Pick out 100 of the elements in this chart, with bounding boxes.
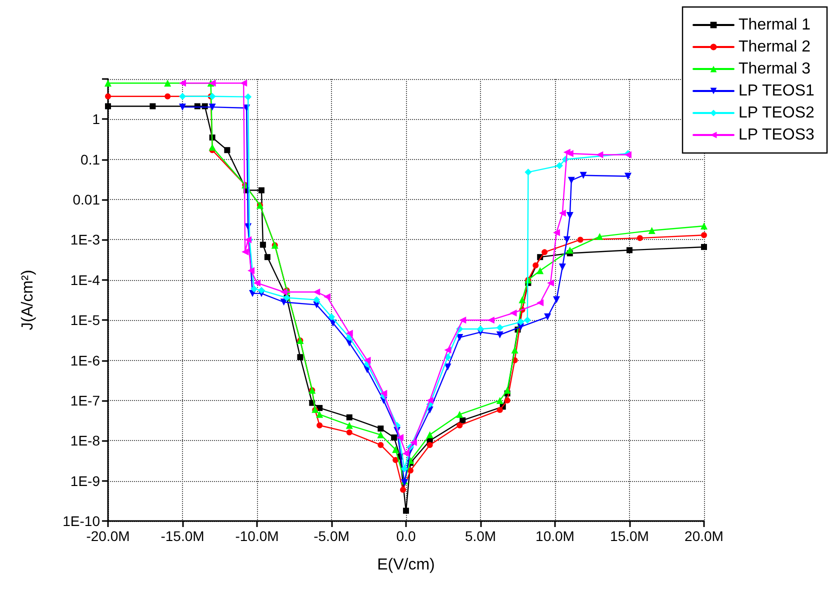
x-tick-label: -5.0M bbox=[314, 528, 350, 544]
y-tick-label: 0.1 bbox=[80, 151, 100, 168]
point bbox=[316, 410, 324, 418]
point bbox=[240, 80, 248, 87]
y-tick-label: 1E-4 bbox=[70, 272, 100, 288]
point bbox=[459, 316, 466, 324]
point bbox=[426, 431, 434, 438]
point bbox=[179, 104, 186, 111]
point bbox=[426, 442, 433, 448]
y-tick-label: 1 bbox=[92, 111, 100, 128]
point bbox=[377, 431, 384, 438]
point bbox=[402, 450, 410, 457]
point bbox=[701, 244, 707, 250]
point bbox=[242, 248, 249, 256]
point bbox=[496, 324, 504, 332]
y-tick-label: 1E-6 bbox=[70, 352, 100, 368]
point bbox=[391, 434, 398, 440]
point bbox=[511, 346, 518, 354]
point bbox=[510, 310, 517, 317]
point bbox=[566, 212, 574, 220]
point bbox=[179, 92, 186, 100]
point bbox=[378, 426, 384, 432]
point bbox=[346, 330, 353, 337]
x-tick-label: 0.0 bbox=[396, 528, 416, 544]
legend-label: Thermal 2 bbox=[738, 38, 811, 56]
point bbox=[477, 326, 484, 333]
point bbox=[504, 397, 510, 404]
point bbox=[456, 422, 463, 428]
x-tick-label: 5.0M bbox=[464, 528, 496, 544]
point bbox=[524, 316, 531, 324]
point bbox=[701, 232, 707, 238]
y-tick-label: 1E-9 bbox=[70, 472, 100, 489]
point bbox=[250, 285, 258, 292]
x-tick-label: 10.0M bbox=[536, 528, 574, 544]
point bbox=[626, 247, 632, 254]
point bbox=[580, 172, 587, 179]
point bbox=[313, 288, 320, 296]
point bbox=[487, 316, 494, 324]
legend-label: Thermal 3 bbox=[738, 60, 811, 78]
point bbox=[280, 288, 288, 296]
point bbox=[328, 313, 335, 320]
point bbox=[378, 442, 384, 448]
point bbox=[624, 172, 632, 180]
x-tick-label: -10.0M bbox=[235, 528, 279, 544]
point bbox=[258, 286, 265, 294]
point bbox=[577, 236, 584, 243]
y-tick-label: 1E-5 bbox=[70, 312, 100, 328]
point bbox=[316, 422, 323, 428]
point bbox=[558, 263, 566, 270]
point bbox=[264, 254, 270, 260]
point bbox=[403, 508, 409, 514]
point bbox=[380, 390, 388, 397]
point bbox=[104, 80, 112, 87]
x-tick-label: 15.0M bbox=[610, 528, 649, 544]
point bbox=[496, 406, 503, 413]
point bbox=[208, 104, 216, 111]
point bbox=[346, 429, 352, 436]
point bbox=[105, 103, 111, 110]
point bbox=[297, 354, 304, 360]
point bbox=[563, 236, 570, 244]
point bbox=[552, 229, 560, 236]
point bbox=[542, 249, 548, 256]
point bbox=[248, 267, 255, 274]
point bbox=[400, 486, 406, 493]
x-axis-title: E(V/cm) bbox=[377, 556, 435, 574]
point bbox=[346, 422, 353, 429]
point bbox=[164, 80, 172, 87]
x-tick-label: 20.0M bbox=[684, 528, 724, 544]
point bbox=[536, 267, 544, 274]
point bbox=[396, 434, 404, 441]
point bbox=[596, 233, 604, 240]
point bbox=[496, 331, 504, 338]
point bbox=[258, 187, 264, 194]
y-tick-label: 1E-8 bbox=[70, 432, 100, 449]
point bbox=[346, 414, 352, 420]
point bbox=[208, 144, 216, 151]
point bbox=[504, 386, 511, 394]
point bbox=[401, 465, 408, 472]
point bbox=[179, 80, 186, 87]
point bbox=[426, 396, 434, 404]
legend-label: LP TEOS2 bbox=[738, 104, 815, 122]
point bbox=[558, 210, 566, 217]
point bbox=[392, 446, 400, 454]
point bbox=[517, 318, 524, 326]
point bbox=[364, 356, 371, 364]
x-tick-label: -20.0M bbox=[86, 528, 130, 544]
legend-label: LP TEOS3 bbox=[738, 126, 815, 144]
point bbox=[444, 364, 452, 371]
point bbox=[568, 176, 575, 184]
point bbox=[547, 279, 554, 286]
point bbox=[313, 296, 320, 304]
point bbox=[524, 168, 532, 176]
point bbox=[410, 438, 417, 446]
point bbox=[566, 246, 574, 254]
y-tick-label: 0.01 bbox=[72, 192, 100, 208]
point bbox=[556, 162, 563, 170]
point bbox=[392, 456, 399, 463]
point bbox=[596, 151, 604, 158]
legend-label: LP TEOS1 bbox=[738, 82, 815, 100]
point bbox=[164, 93, 171, 100]
